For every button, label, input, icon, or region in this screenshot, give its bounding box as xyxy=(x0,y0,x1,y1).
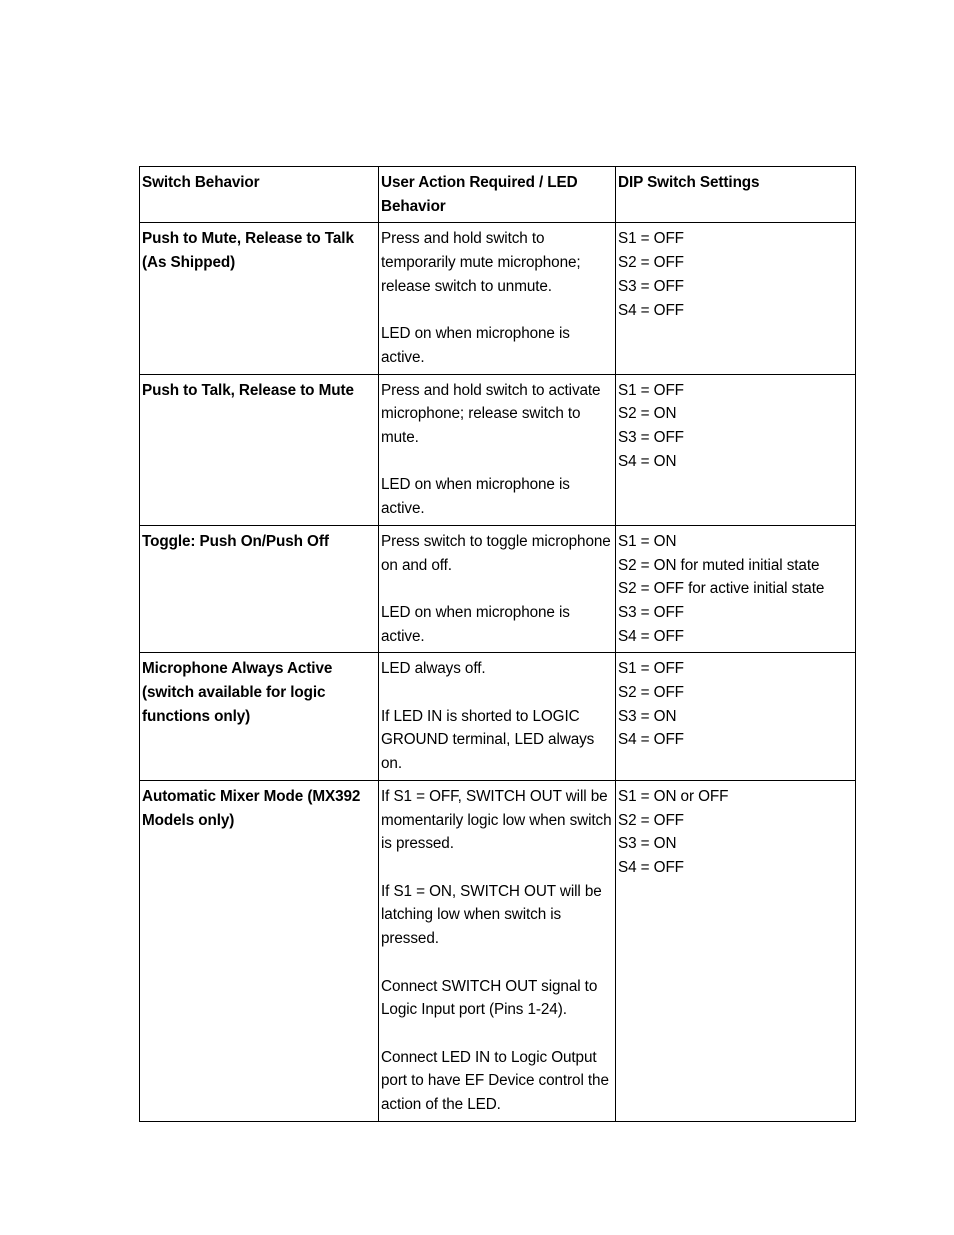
dip-line: S4 = OFF xyxy=(618,856,853,880)
dip-line: S1 = ON xyxy=(618,530,853,554)
dip-line: S2 = OFF for active initial state xyxy=(618,577,853,601)
cell-behavior: Toggle: Push On/Push Off xyxy=(140,525,379,653)
action-paragraph: LED on when microphone is active. xyxy=(381,322,613,369)
cell-action: If S1 = OFF, SWITCH OUT will be momentar… xyxy=(379,780,616,1121)
table-row: Toggle: Push On/Push Off Press switch to… xyxy=(140,525,856,653)
action-paragraph: Press and hold switch to activate microp… xyxy=(381,379,613,450)
col-header-user-action: User Action Required / LED Behavior xyxy=(379,167,616,223)
table-header-row: Switch Behavior User Action Required / L… xyxy=(140,167,856,223)
dip-line: S2 = ON for muted initial state xyxy=(618,554,853,578)
cell-behavior: Push to Mute, Release to Talk (As Shippe… xyxy=(140,223,379,374)
dip-line: S1 = OFF xyxy=(618,227,853,251)
action-paragraph: If LED IN is shorted to LOGIC GROUND ter… xyxy=(381,705,613,776)
dip-line: S4 = OFF xyxy=(618,728,853,752)
document-page: Switch Behavior User Action Required / L… xyxy=(0,0,954,1235)
dip-line: S2 = OFF xyxy=(618,251,853,275)
action-paragraph: If S1 = OFF, SWITCH OUT will be momentar… xyxy=(381,785,613,856)
action-paragraph: Press and hold switch to temporarily mut… xyxy=(381,227,613,298)
table-row: Microphone Always Active (switch availab… xyxy=(140,653,856,781)
cell-action: Press and hold switch to temporarily mut… xyxy=(379,223,616,374)
cell-behavior: Push to Talk, Release to Mute xyxy=(140,374,379,525)
dip-line: S3 = OFF xyxy=(618,601,853,625)
action-paragraph: LED on when microphone is active. xyxy=(381,473,613,520)
action-paragraph: Connect LED IN to Logic Output port to h… xyxy=(381,1046,613,1117)
dip-line: S1 = ON or OFF xyxy=(618,785,853,809)
table-row: Push to Mute, Release to Talk (As Shippe… xyxy=(140,223,856,374)
switch-behavior-table: Switch Behavior User Action Required / L… xyxy=(139,166,856,1122)
dip-line: S3 = OFF xyxy=(618,426,853,450)
col-header-dip-settings: DIP Switch Settings xyxy=(616,167,856,223)
cell-dip: S1 = ON S2 = ON for muted initial state … xyxy=(616,525,856,653)
action-paragraph: LED always off. xyxy=(381,657,613,681)
action-paragraph: Press switch to toggle microphone on and… xyxy=(381,530,613,577)
col-header-switch-behavior: Switch Behavior xyxy=(140,167,379,223)
dip-line: S1 = OFF xyxy=(618,379,853,403)
cell-behavior: Automatic Mixer Mode (MX392 Models only) xyxy=(140,780,379,1121)
dip-line: S4 = OFF xyxy=(618,625,853,649)
dip-line: S1 = OFF xyxy=(618,657,853,681)
dip-line: S2 = OFF xyxy=(618,809,853,833)
cell-dip: S1 = OFF S2 = OFF S3 = ON S4 = OFF xyxy=(616,653,856,781)
dip-line: S4 = OFF xyxy=(618,299,853,323)
dip-line: S4 = ON xyxy=(618,450,853,474)
dip-line: S3 = OFF xyxy=(618,275,853,299)
table-row: Automatic Mixer Mode (MX392 Models only)… xyxy=(140,780,856,1121)
dip-line: S2 = ON xyxy=(618,402,853,426)
cell-dip: S1 = ON or OFF S2 = OFF S3 = ON S4 = OFF xyxy=(616,780,856,1121)
action-paragraph: Connect SWITCH OUT signal to Logic Input… xyxy=(381,975,613,1022)
dip-line: S3 = ON xyxy=(618,832,853,856)
cell-action: LED always off. If LED IN is shorted to … xyxy=(379,653,616,781)
cell-behavior: Microphone Always Active (switch availab… xyxy=(140,653,379,781)
action-paragraph: LED on when microphone is active. xyxy=(381,601,613,648)
cell-action: Press switch to toggle microphone on and… xyxy=(379,525,616,653)
dip-line: S2 = OFF xyxy=(618,681,853,705)
action-paragraph: If S1 = ON, SWITCH OUT will be latching … xyxy=(381,880,613,951)
cell-dip: S1 = OFF S2 = ON S3 = OFF S4 = ON xyxy=(616,374,856,525)
dip-line: S3 = ON xyxy=(618,705,853,729)
cell-dip: S1 = OFF S2 = OFF S3 = OFF S4 = OFF xyxy=(616,223,856,374)
cell-action: Press and hold switch to activate microp… xyxy=(379,374,616,525)
table-row: Push to Talk, Release to Mute Press and … xyxy=(140,374,856,525)
